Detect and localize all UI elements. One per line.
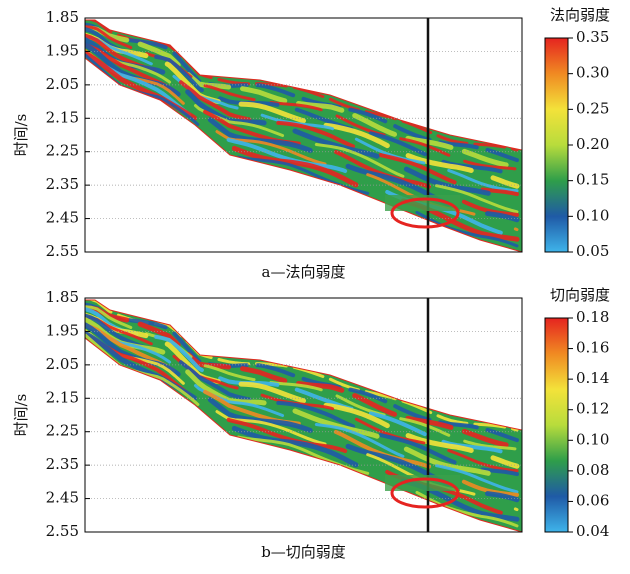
colorbar-tick-label: 0.06	[576, 491, 609, 509]
y-tick-label: 1.95	[46, 321, 79, 339]
colorbar-tick-label: 0.35	[576, 28, 609, 46]
colorbar-label: 法向弱度	[550, 6, 610, 24]
colorbar-label: 切向弱度	[550, 286, 610, 304]
y-tick-label: 2.45	[46, 489, 79, 507]
y-tick-label: 2.35	[46, 175, 79, 193]
y-tick-label: 2.35	[46, 455, 79, 473]
highlight-ellipse	[390, 477, 460, 509]
colorbar-tick-label: 0.30	[576, 64, 609, 82]
colorbar-tick-label: 0.08	[576, 461, 609, 479]
colorbar-tick-label: 0.20	[576, 135, 609, 153]
well-zone	[385, 475, 460, 491]
colorbar-tick-label: 0.25	[576, 99, 609, 117]
colorbar-tick-label: 0.12	[576, 400, 609, 418]
colorbar	[544, 37, 569, 253]
y-tick-label: 2.05	[46, 75, 79, 93]
colorbar-tick-label: 0.04	[576, 522, 609, 540]
plot-frame	[84, 17, 523, 253]
colorbar-tick-label: 0.10	[576, 206, 609, 224]
colorbar-tick-label: 0.16	[576, 339, 609, 357]
colorbar-tick-label: 0.05	[576, 242, 609, 260]
y-tick-label: 1.85	[46, 8, 79, 26]
y-tick-label: 1.85	[46, 288, 79, 306]
colorbar-tick-label: 0.14	[576, 369, 609, 387]
well-zone	[385, 195, 460, 211]
y-tick-label: 2.15	[46, 388, 79, 406]
y-tick-label: 2.15	[46, 108, 79, 126]
seismic-texture	[85, 300, 520, 528]
plot-frame	[84, 297, 523, 533]
y-tick-label: 2.55	[46, 242, 79, 260]
caption: a—法向弱度	[262, 263, 346, 281]
colorbar	[544, 317, 569, 533]
y-tick-label: 1.95	[46, 41, 79, 59]
caption: b—切向弱度	[261, 543, 346, 561]
highlight-ellipse	[390, 197, 460, 229]
y-tick-label: 2.05	[46, 355, 79, 373]
y-tick-label: 2.55	[46, 522, 79, 540]
colorbar-tick-label: 0.18	[576, 308, 609, 326]
y-tick-label: 2.25	[46, 422, 79, 440]
y-axis-label: 时间/s	[12, 114, 30, 157]
y-axis-label: 时间/s	[12, 394, 30, 437]
colorbar-tick-label: 0.15	[576, 171, 609, 189]
colorbar-tick-label: 0.10	[576, 430, 609, 448]
y-tick-label: 2.45	[46, 209, 79, 227]
y-tick-label: 2.25	[46, 142, 79, 160]
